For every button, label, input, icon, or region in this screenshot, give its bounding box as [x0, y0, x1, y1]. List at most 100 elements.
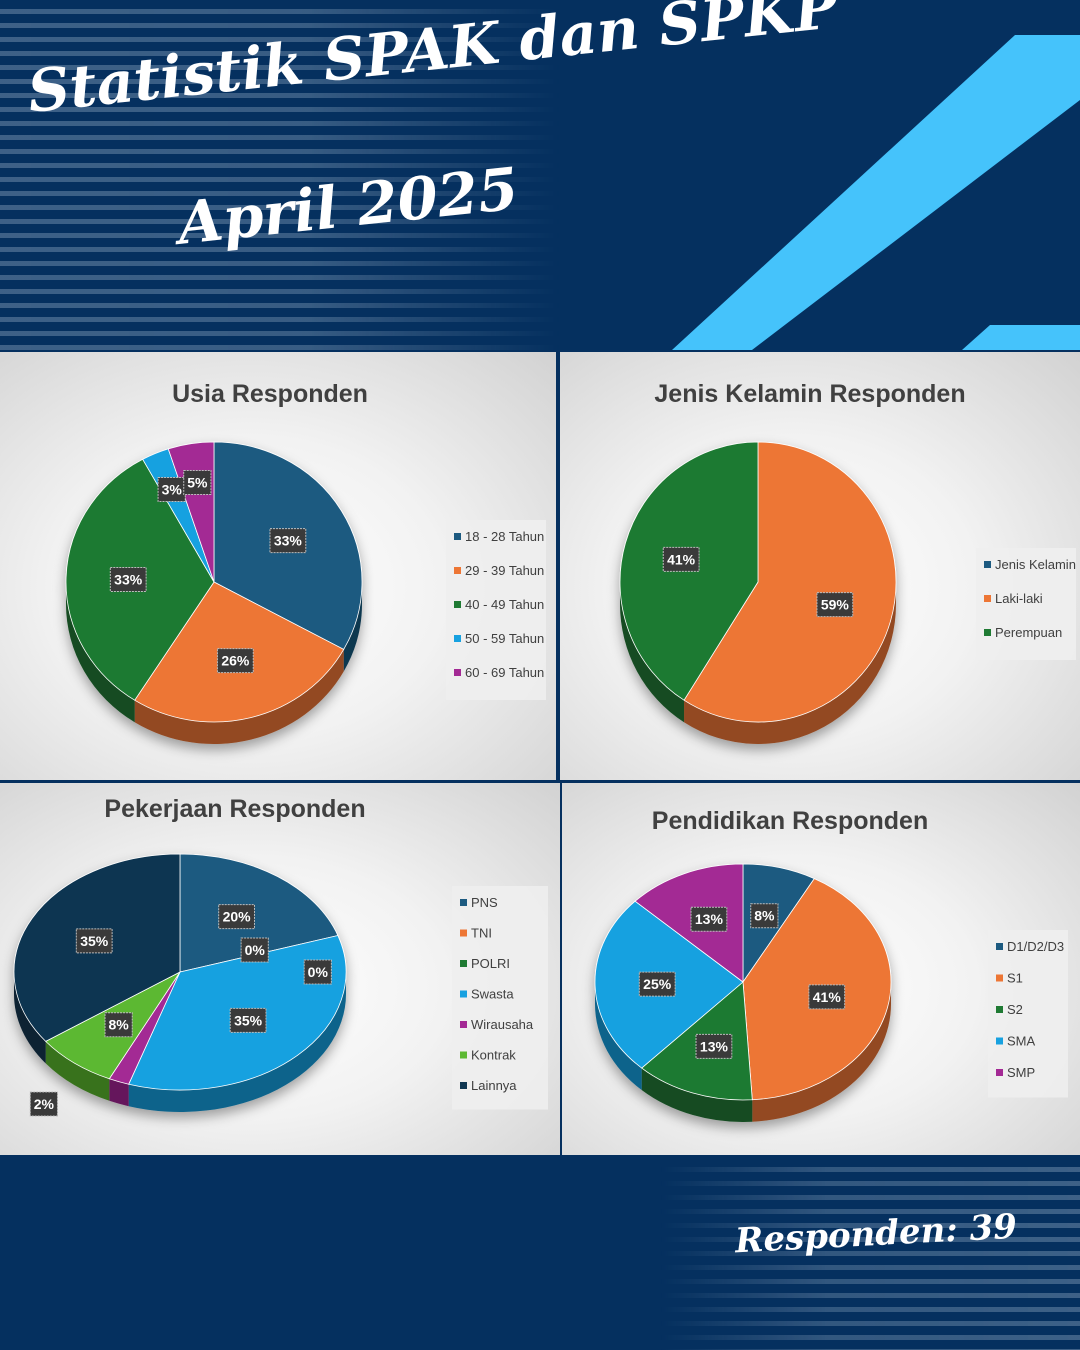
chart-title-usia: Usia Responden — [172, 380, 368, 408]
svg-text:Laki-laki: Laki-laki — [995, 591, 1043, 606]
jenis-kelamin-chart: Jenis Kelamin Responden 59% 41% Jenis Kelam… — [619, 380, 1076, 744]
svg-text:13%: 13% — [700, 1038, 729, 1054]
svg-text:5%: 5% — [187, 474, 208, 490]
legend-item-kontrak: Kontrak — [460, 1048, 516, 1063]
svg-text:20%: 20% — [223, 909, 252, 925]
svg-text:13%: 13% — [695, 911, 724, 927]
data-label-swasta: 35% — [229, 1007, 267, 1033]
svg-text:Jenis Kelamin: Jenis Kelamin — [995, 557, 1076, 572]
legend-item-40-49-tahun: 40 - 49 Tahun — [454, 597, 544, 612]
pie-pekerjaan — [13, 853, 347, 1112]
data-label-smp: 13% — [690, 906, 728, 932]
legend-item-smp: SMP — [996, 1065, 1035, 1080]
data-label-polri: 0% — [303, 959, 332, 985]
legend-item-s1: S1 — [996, 971, 1023, 986]
legend-item-tni: TNI — [460, 926, 492, 941]
svg-text:S2: S2 — [1007, 1002, 1023, 1017]
svg-text:0%: 0% — [245, 942, 266, 958]
data-label-60-69-tahun: 5% — [183, 469, 212, 495]
svg-text:Lainnya: Lainnya — [471, 1078, 517, 1093]
pie-side-s1 — [752, 982, 891, 1122]
pie-side-29-39-tahun — [134, 649, 344, 744]
svg-text:35%: 35% — [80, 933, 109, 949]
pekerjaan-chart: Pekerjaan Responden 20% 0% 0% 35% 2% 8% 35% PNS T… — [13, 795, 548, 1117]
legend-item-perempuan: Perempuan — [984, 625, 1062, 640]
legend-item-d1-d2-d3: D1/D2/D3 — [996, 939, 1064, 954]
pie-side-s2 — [641, 1068, 753, 1122]
data-label-lainnya: 35% — [75, 928, 113, 954]
svg-text:8%: 8% — [754, 908, 775, 924]
legend-pendidikan: D1/D2/D3 S1 S2 SMA SMP — [988, 930, 1068, 1098]
legend-item-18-28-tahun: 18 - 28 Tahun — [454, 529, 544, 544]
legend-item-swasta: Swasta — [460, 987, 514, 1002]
data-label-perempuan: 41% — [662, 546, 700, 572]
svg-text:33%: 33% — [274, 533, 303, 549]
pie-slice-smp — [634, 863, 744, 983]
data-label-d1-d2-d3: 8% — [750, 903, 779, 929]
pie-side-wirausaha — [109, 1078, 129, 1107]
svg-text:TNI: TNI — [471, 926, 492, 941]
cyan-diagonal-band — [672, 35, 1080, 350]
svg-text:40 - 49 Tahun: 40 - 49 Tahun — [465, 597, 544, 612]
svg-text:POLRI: POLRI — [471, 956, 510, 971]
svg-text:50 - 59 Tahun: 50 - 59 Tahun — [465, 631, 544, 646]
footer-stripes — [660, 1158, 1080, 1350]
svg-text:3%: 3% — [162, 481, 183, 497]
data-label-sma: 25% — [638, 971, 676, 997]
chart-title-jenis-kelamin: Jenis Kelamin Responden — [654, 380, 965, 408]
legend-item-wirausaha: Wirausaha — [460, 1017, 534, 1032]
chart-panel-usia: Usia Responden 33% 26% 33% 3% 5% 18 - 28 Tahun… — [0, 352, 556, 780]
cyan-corner-shape — [962, 325, 1080, 350]
pie-side-laki-laki — [684, 582, 896, 744]
svg-text:60 - 69 Tahun: 60 - 69 Tahun — [465, 665, 544, 680]
data-label-18-28-tahun: 33% — [269, 528, 307, 554]
svg-text:41%: 41% — [813, 989, 842, 1005]
legend-item-lainnya: Lainnya — [460, 1078, 517, 1093]
chart-panel-jenis-kelamin: Jenis Kelamin Responden 59% 41% Jenis Kelam… — [560, 352, 1080, 780]
pie-slice-pns — [179, 853, 339, 973]
svg-text:PNS: PNS — [471, 895, 498, 910]
data-label-tni: 0% — [240, 937, 269, 963]
data-label-kontrak: 8% — [104, 1012, 133, 1038]
svg-text:29 - 39 Tahun: 29 - 39 Tahun — [465, 563, 544, 578]
data-label-wirausaha: 2% — [29, 1091, 58, 1117]
data-label-pns: 20% — [218, 904, 255, 930]
svg-text:D1/D2/D3: D1/D2/D3 — [1007, 939, 1064, 954]
legend-item-pns: PNS — [460, 895, 498, 910]
svg-text:Wirausaha: Wirausaha — [471, 1017, 534, 1032]
svg-text:25%: 25% — [643, 976, 672, 992]
legend-item-60-69-tahun: 60 - 69 Tahun — [454, 665, 544, 680]
legend-item-s2: S2 — [996, 1002, 1023, 1017]
legend-item-laki-laki: Laki-laki — [984, 591, 1043, 606]
svg-text:18 - 28 Tahun: 18 - 28 Tahun — [465, 529, 544, 544]
legend-item-sma: SMA — [996, 1034, 1036, 1049]
chart-panel-pekerjaan: Pekerjaan Responden 20% 0% 0% 35% 2% 8% 35% PNS T… — [0, 783, 560, 1155]
svg-text:35%: 35% — [234, 1012, 263, 1028]
svg-text:Swasta: Swasta — [471, 987, 514, 1002]
pie-side-sma — [595, 982, 642, 1091]
pie-slice-laki-laki — [683, 441, 897, 723]
header-stripes — [0, 0, 560, 350]
usia-chart: Usia Responden 33% 26% 33% 3% 5% 18 - 28 Tahun… — [65, 380, 546, 744]
legend-item-50-59-tahun: 50 - 59 Tahun — [454, 631, 544, 646]
svg-text:33%: 33% — [114, 571, 143, 587]
legend-item-polri: POLRI — [460, 956, 510, 971]
data-label-s1: 41% — [808, 984, 846, 1010]
svg-text:S1: S1 — [1007, 971, 1023, 986]
data-label-40-49-tahun: 33% — [109, 566, 147, 592]
svg-text:SMA: SMA — [1007, 1034, 1036, 1049]
chart-title-pendidikan: Pendidikan Responden — [652, 807, 928, 835]
legend-item-29-39-tahun: 29 - 39 Tahun — [454, 563, 544, 578]
pendidikan-chart: Pendidikan Responden 8% 41% 13% 25% 13% D1/D2/… — [594, 807, 1068, 1122]
svg-text:Perempuan: Perempuan — [995, 625, 1062, 640]
data-label-laki-laki: 59% — [816, 592, 854, 618]
data-label-29-39-tahun: 26% — [216, 648, 254, 674]
legend-pekerjaan: PNS TNI POLRI Swasta Wirausaha Kontrak Lainnya — [452, 886, 548, 1110]
legend-usia: 18 - 28 Tahun 29 - 39 Tahun 40 - 49 Tahun 5… — [446, 520, 546, 700]
svg-text:2%: 2% — [34, 1096, 55, 1112]
pie-side-40-49-tahun — [66, 582, 135, 723]
svg-text:SMP: SMP — [1007, 1065, 1035, 1080]
pie-usia — [65, 441, 363, 744]
pie-side-kontrak — [45, 1041, 110, 1101]
